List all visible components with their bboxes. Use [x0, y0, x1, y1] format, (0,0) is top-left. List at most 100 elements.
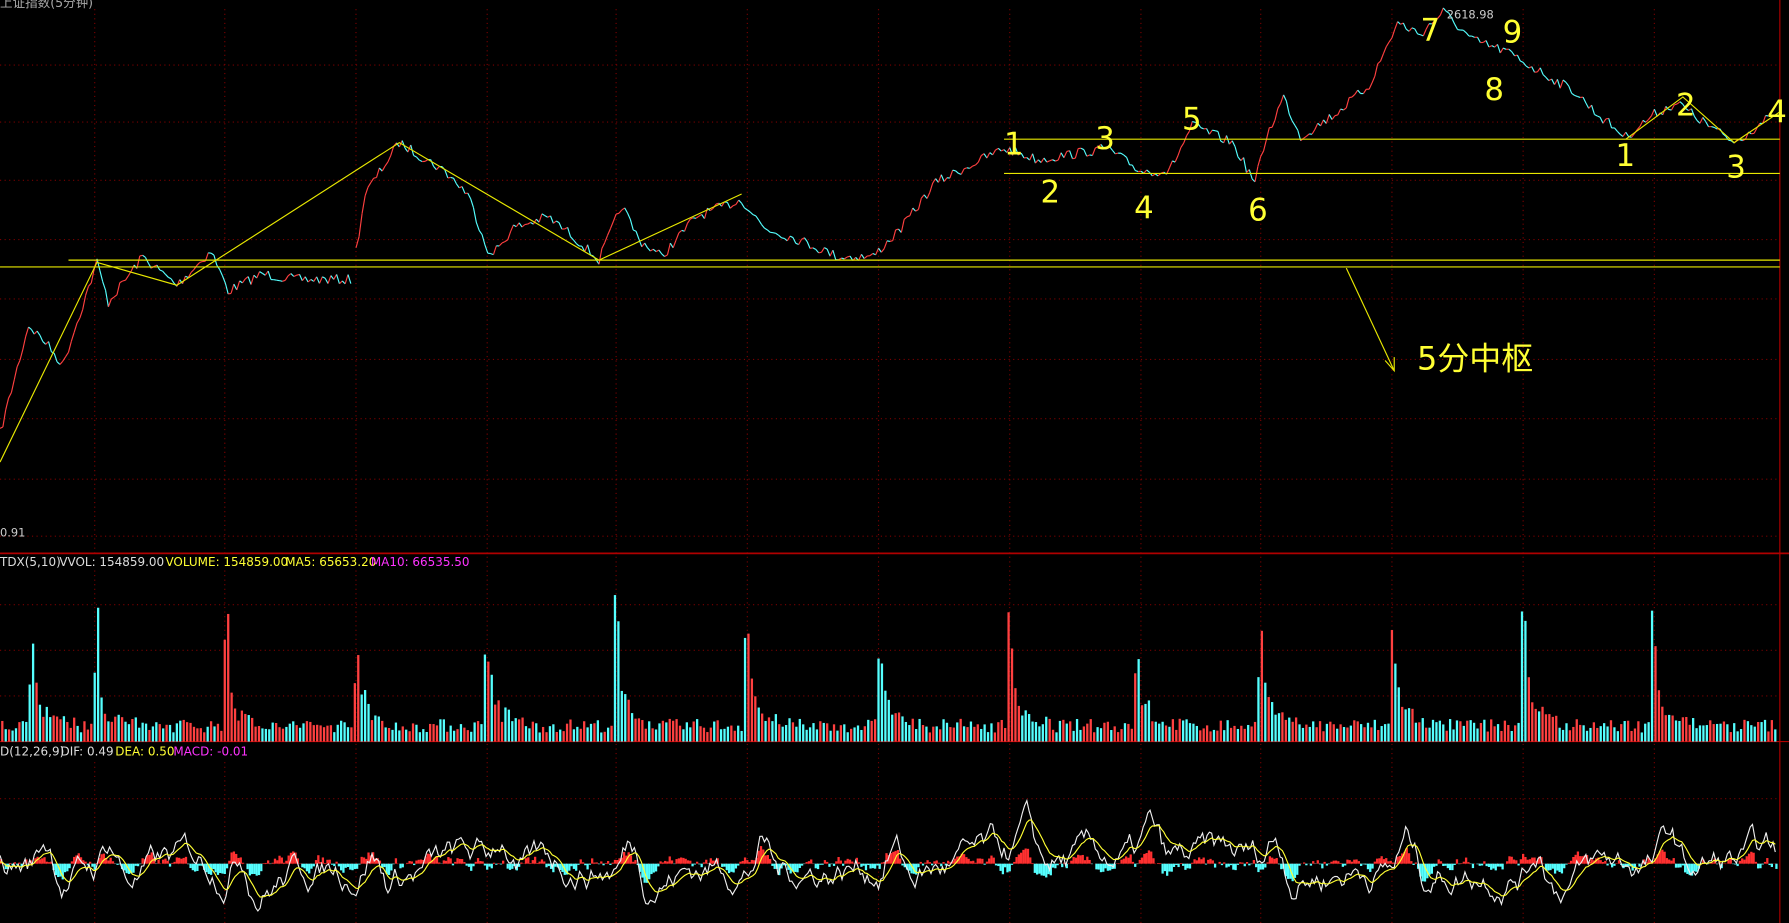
- price-segment: [966, 167, 970, 169]
- macd-bar: [216, 863, 220, 875]
- macd-bar: [178, 857, 181, 864]
- volume-bar: [565, 723, 569, 742]
- wave-label: 9: [1503, 15, 1523, 51]
- price-segment: [664, 254, 668, 258]
- volume-bar: [185, 722, 189, 742]
- price-segment: [969, 165, 974, 169]
- macd-bar: [1239, 862, 1242, 864]
- volume-bar: [1079, 729, 1082, 742]
- macd-bar: [225, 863, 229, 869]
- macd-bar: [629, 855, 633, 864]
- volume-bar: [891, 714, 894, 742]
- price-segment: [284, 275, 289, 281]
- macd-bar: [1437, 859, 1440, 864]
- macd-bar: [727, 863, 731, 874]
- macd-bar: [798, 863, 801, 869]
- price-segment: [1248, 169, 1253, 180]
- macd-bar: [470, 863, 473, 871]
- price-segment: [13, 366, 18, 380]
- price-segment: [168, 276, 172, 280]
- macd-bar: [1318, 863, 1322, 865]
- price-segment: [1009, 147, 1014, 156]
- macd-bar: [38, 859, 42, 864]
- price-segment: [1109, 146, 1113, 151]
- price-segment: [344, 274, 349, 285]
- price-segment: [336, 274, 340, 284]
- price-segment: [1562, 79, 1567, 83]
- macd-bar: [182, 857, 185, 864]
- volume-bar: [357, 655, 360, 742]
- volume-bar: [148, 729, 151, 742]
- macd-bar: [661, 862, 665, 864]
- macd-bar: [1252, 860, 1256, 864]
- price-segment: [1334, 114, 1338, 117]
- volume-bar: [52, 715, 55, 742]
- volume-bar: [795, 726, 798, 742]
- price-segment: [324, 277, 329, 284]
- macd-bar: [1124, 856, 1128, 864]
- macd-bar: [1293, 863, 1297, 878]
- macd-bar: [219, 863, 222, 874]
- macd-bar: [543, 861, 546, 864]
- volume-bar: [1568, 730, 1572, 742]
- macd-bar: [1565, 863, 1568, 865]
- volume-bar: [579, 728, 582, 742]
- macd-bar: [413, 863, 416, 866]
- macd-bar: [221, 863, 224, 874]
- price-segment: [1713, 126, 1718, 130]
- price-segment: [373, 176, 377, 179]
- volume-bar: [394, 722, 398, 742]
- macd-bar: [1191, 862, 1194, 864]
- price-segment: [190, 269, 195, 273]
- macd-bar: [622, 851, 626, 864]
- volume-bar: [1168, 726, 1171, 742]
- volume-bar: [1527, 677, 1530, 742]
- macd-bar: [1362, 863, 1365, 865]
- macd-bar: [1617, 860, 1621, 864]
- price-segment: [219, 269, 224, 277]
- volume-bar: [562, 731, 565, 742]
- macd-bar: [1567, 862, 1570, 864]
- arrow: [1345, 267, 1395, 372]
- price-segment: [863, 255, 868, 260]
- volume-bar: [1007, 612, 1010, 742]
- macd-bar: [1665, 858, 1669, 864]
- volume-bar: [1137, 659, 1140, 742]
- volume-bar: [1644, 723, 1647, 742]
- volume-bar: [103, 713, 107, 742]
- macd-bar: [533, 856, 537, 864]
- macd-bar: [1606, 863, 1609, 866]
- macd-bar: [826, 861, 829, 864]
- price-segment: [1069, 150, 1074, 159]
- volume-bar: [709, 727, 712, 742]
- macd-bar: [324, 863, 327, 864]
- macd-bar: [130, 863, 133, 874]
- macd-bar: [1645, 862, 1648, 864]
- price-segment: [1188, 121, 1193, 132]
- volume-bar: [1589, 727, 1592, 742]
- macd-bar: [237, 857, 240, 864]
- macd-bar: [1444, 863, 1447, 866]
- price-segment: [290, 273, 295, 277]
- macd-bar: [668, 856, 671, 864]
- price-segment: [1613, 127, 1618, 132]
- volume-bar: [350, 727, 353, 742]
- price-segment: [221, 275, 226, 284]
- volume-bar: [1062, 719, 1065, 742]
- macd-bar: [1220, 863, 1224, 866]
- indicator-name: D(12,26,9): [0, 744, 64, 758]
- price-segment: [1032, 153, 1036, 164]
- price-segment: [1328, 114, 1333, 120]
- macd-bar: [419, 859, 423, 864]
- macd-bar: [43, 857, 46, 864]
- volume-bar: [1199, 730, 1202, 742]
- macd-bar: [387, 863, 391, 875]
- price-segment: [764, 227, 768, 231]
- price-segment: [1597, 115, 1601, 118]
- price-segment: [749, 211, 754, 216]
- macd-bar: [378, 860, 382, 864]
- macd-bar: [490, 863, 493, 869]
- price-segment: [378, 167, 383, 172]
- macd-bar: [1515, 860, 1518, 864]
- macd-bar: [618, 858, 621, 864]
